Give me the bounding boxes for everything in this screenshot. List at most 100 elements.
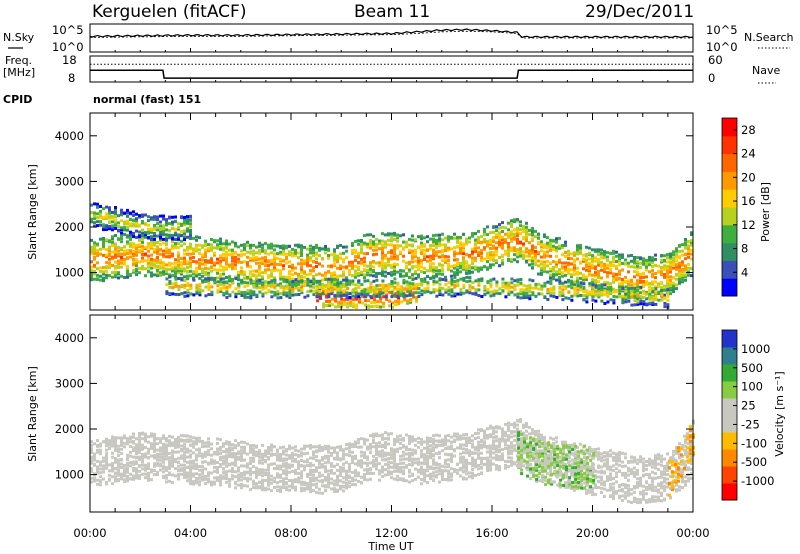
heatmap-cell	[273, 244, 276, 248]
heatmap-cell	[474, 265, 477, 269]
heatmap-cell	[162, 455, 165, 459]
heatmap-cell	[249, 444, 252, 448]
heatmap-cell	[450, 269, 453, 273]
heatmap-cell	[129, 435, 132, 439]
heatmap-cell	[108, 254, 111, 257]
heatmap-cell	[159, 446, 162, 450]
heatmap-cell	[228, 484, 231, 488]
heatmap-cell	[492, 263, 495, 267]
heatmap-cell	[222, 286, 226, 290]
heatmap-cell	[297, 282, 300, 286]
heatmap-cell	[330, 446, 333, 450]
heatmap-cell	[198, 454, 201, 458]
heatmap-cell	[375, 275, 378, 279]
heatmap-cell	[672, 288, 675, 292]
heatmap-cell	[105, 453, 108, 457]
heatmap-cell	[132, 242, 135, 246]
heatmap-cell	[267, 276, 270, 280]
heatmap-cell	[90, 265, 93, 269]
heatmap-cell	[396, 244, 399, 247]
heatmap-cell	[324, 290, 328, 294]
heatmap-cell	[363, 461, 366, 465]
heatmap-cell	[129, 230, 132, 234]
heatmap-cell	[420, 279, 424, 283]
heatmap-cell	[354, 440, 357, 444]
heatmap-cell	[201, 270, 204, 274]
heatmap-cell	[327, 478, 330, 482]
heatmap-cell	[570, 294, 574, 298]
heatmap-cell	[195, 249, 198, 253]
heatmap-cell	[135, 449, 138, 453]
heatmap-cell	[198, 447, 201, 451]
heatmap-cell	[627, 254, 630, 258]
heatmap-cell	[153, 258, 156, 262]
heatmap-cell	[147, 465, 150, 469]
heatmap-cell	[180, 222, 183, 226]
heatmap-cell	[528, 286, 532, 289]
heatmap-cell	[171, 244, 174, 248]
heatmap-cell	[126, 269, 129, 272]
heatmap-cell	[246, 479, 249, 483]
heatmap-cell	[165, 249, 168, 253]
heatmap-cell	[384, 295, 388, 299]
heatmap-cell	[249, 460, 252, 464]
heatmap-cell	[249, 450, 252, 454]
heatmap-cell	[132, 460, 135, 464]
heatmap-cell	[117, 252, 120, 256]
heatmap-cell	[546, 243, 549, 247]
heatmap-cell	[144, 231, 147, 235]
heatmap-cell	[117, 214, 120, 218]
heatmap-cell	[426, 290, 430, 293]
heatmap-cell	[288, 244, 291, 248]
heatmap-cell	[621, 278, 624, 281]
heatmap-cell	[465, 240, 468, 244]
heatmap-cell	[192, 442, 195, 446]
heatmap-cell	[105, 482, 108, 486]
heatmap-cell	[378, 272, 381, 275]
heatmap-cell	[315, 251, 318, 255]
heatmap-cell	[207, 274, 210, 278]
heatmap-cell	[102, 464, 105, 468]
heatmap-cell	[531, 266, 534, 270]
heatmap-cell	[237, 469, 240, 473]
heatmap-cell	[363, 290, 367, 294]
heatmap-cell	[99, 452, 102, 456]
heatmap-cell	[318, 290, 322, 293]
heatmap-cell	[93, 211, 96, 215]
heatmap-cell	[609, 263, 612, 267]
heatmap-cell	[303, 464, 306, 468]
heatmap-cell	[444, 261, 447, 264]
heatmap-cell	[141, 264, 144, 268]
heatmap-cell	[336, 483, 339, 487]
heatmap-cell	[126, 225, 129, 229]
heatmap-cell	[114, 244, 117, 248]
heatmap-cell	[237, 478, 240, 482]
heatmap-cell	[270, 474, 273, 478]
heatmap-cell	[120, 237, 123, 240]
heatmap-cell	[90, 447, 93, 451]
heatmap-cell	[312, 289, 316, 293]
heatmap-cell	[297, 262, 300, 266]
heatmap-cell	[282, 462, 285, 466]
heatmap-cell	[375, 261, 378, 265]
heatmap-cell	[210, 458, 213, 462]
heatmap-cell	[321, 273, 324, 277]
heatmap-cell	[255, 269, 258, 273]
heatmap-cell	[612, 280, 615, 284]
heatmap-cell	[114, 274, 117, 278]
heatmap-cell	[639, 302, 643, 306]
heatmap-cell	[96, 212, 99, 216]
heatmap-cell	[489, 263, 492, 267]
heatmap-cell	[462, 266, 465, 270]
heatmap-cell	[477, 269, 480, 273]
heatmap-cell	[213, 476, 216, 480]
heatmap-cell	[624, 262, 627, 266]
heatmap-cell	[510, 225, 513, 228]
heatmap-cell	[204, 273, 207, 277]
heatmap-cell	[600, 299, 604, 303]
heatmap-cell	[201, 468, 204, 472]
heatmap-cell	[189, 461, 192, 465]
heatmap-cell	[225, 477, 228, 481]
heatmap-cell	[483, 257, 486, 261]
heatmap-cell	[564, 240, 567, 244]
